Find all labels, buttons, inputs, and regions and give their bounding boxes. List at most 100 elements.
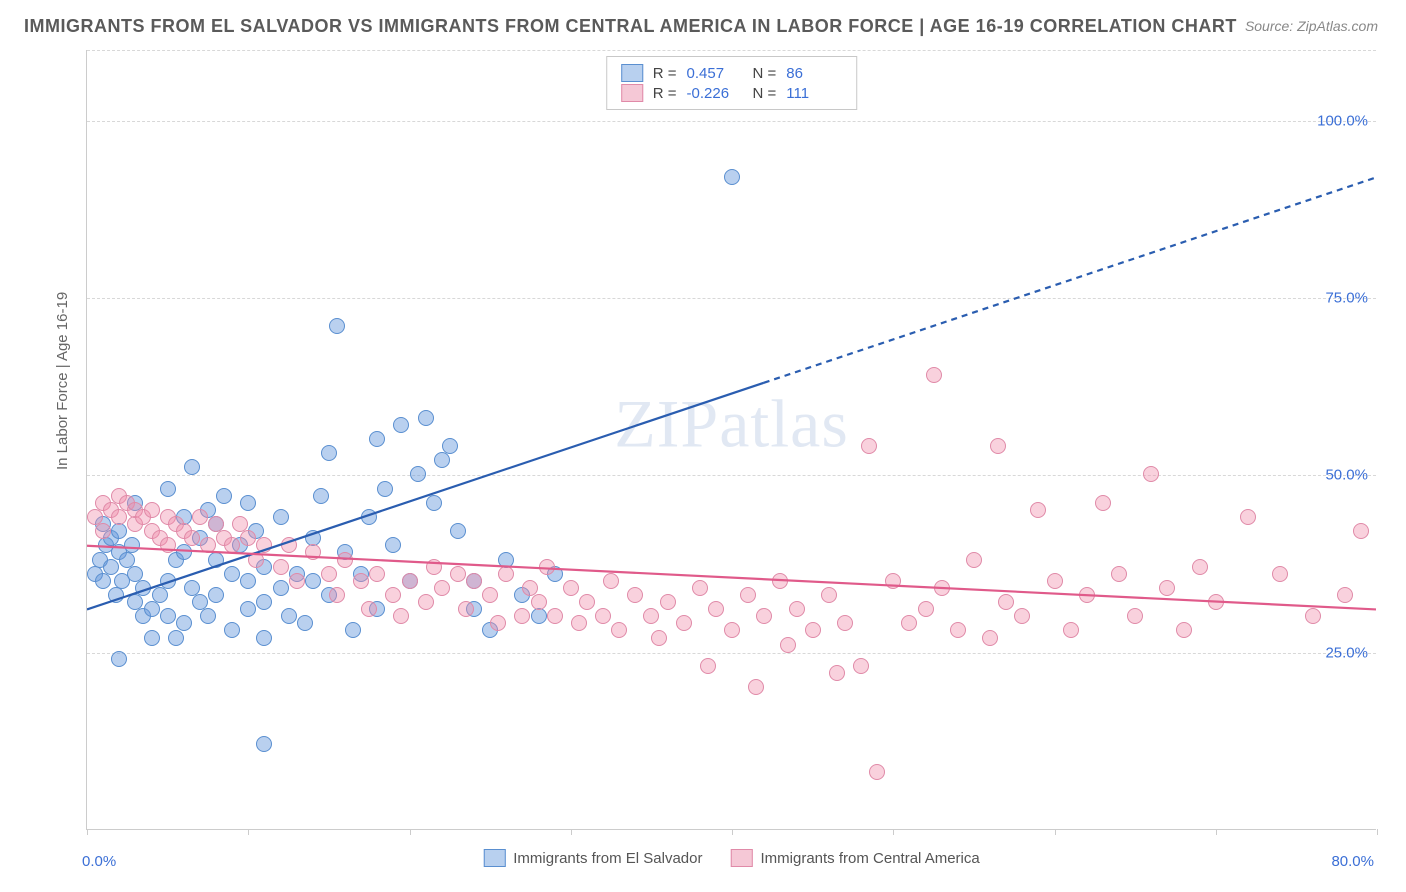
data-point [361, 601, 377, 617]
data-point [1159, 580, 1175, 596]
data-point [643, 608, 659, 624]
data-point [780, 637, 796, 653]
data-point [160, 537, 176, 553]
data-point [869, 764, 885, 780]
data-point [1047, 573, 1063, 589]
chart-container: In Labor Force | Age 16-19 ZIPatlas R = … [50, 50, 1380, 830]
legend-swatch-2 [621, 84, 643, 102]
data-point [1240, 509, 1256, 525]
data-point [103, 559, 119, 575]
data-point [426, 495, 442, 511]
data-point [498, 566, 514, 582]
x-tick [87, 829, 88, 835]
data-point [885, 573, 901, 589]
data-point [918, 601, 934, 617]
gridline [87, 50, 1376, 51]
data-point [450, 566, 466, 582]
data-point [385, 537, 401, 553]
data-point [531, 594, 547, 610]
data-point [547, 608, 563, 624]
legend-r-label: R = [653, 85, 677, 102]
data-point [861, 438, 877, 454]
data-point [208, 587, 224, 603]
gridline [87, 298, 1376, 299]
data-point [950, 622, 966, 638]
data-point [305, 544, 321, 560]
data-point [539, 559, 555, 575]
x-tick [732, 829, 733, 835]
legend-n-value-2: 111 [786, 85, 842, 102]
data-point [95, 573, 111, 589]
y-axis-label: In Labor Force | Age 16-19 [54, 292, 71, 470]
data-point [442, 438, 458, 454]
y-tick-label: 75.0% [1325, 290, 1368, 307]
data-point [200, 537, 216, 553]
data-point [853, 658, 869, 674]
data-point [393, 417, 409, 433]
data-point [224, 622, 240, 638]
data-point [289, 573, 305, 589]
x-tick [1055, 829, 1056, 835]
data-point [240, 495, 256, 511]
data-point [700, 658, 716, 674]
data-point [611, 622, 627, 638]
data-point [329, 587, 345, 603]
data-point [1014, 608, 1030, 624]
data-point [982, 630, 998, 646]
data-point [651, 630, 667, 646]
data-point [337, 552, 353, 568]
data-point [934, 580, 950, 596]
data-point [200, 608, 216, 624]
data-point [1192, 559, 1208, 575]
x-tick [571, 829, 572, 835]
data-point [124, 537, 140, 553]
data-point [708, 601, 724, 617]
data-point [297, 615, 313, 631]
data-point [240, 530, 256, 546]
data-point [1305, 608, 1321, 624]
data-point [563, 580, 579, 596]
data-point [490, 615, 506, 631]
correlation-legend: R = 0.457 N = 86 R = -0.226 N = 111 [606, 56, 858, 110]
data-point [108, 587, 124, 603]
data-point [1079, 587, 1095, 603]
data-point [1111, 566, 1127, 582]
data-point [676, 615, 692, 631]
legend-item-2: Immigrants from Central America [731, 849, 980, 867]
plot-area: ZIPatlas R = 0.457 N = 86 R = -0.226 N =… [86, 50, 1376, 830]
data-point [393, 608, 409, 624]
legend-r-value-2: -0.226 [687, 85, 743, 102]
data-point [111, 509, 127, 525]
data-point [821, 587, 837, 603]
data-point [966, 552, 982, 568]
data-point [377, 481, 393, 497]
data-point [410, 466, 426, 482]
gridline [87, 475, 1376, 476]
x-tick [248, 829, 249, 835]
data-point [660, 594, 676, 610]
data-point [273, 580, 289, 596]
data-point [160, 608, 176, 624]
legend-label-2: Immigrants from Central America [761, 850, 980, 867]
data-point [571, 615, 587, 631]
data-point [748, 679, 764, 695]
data-point [256, 537, 272, 553]
legend-n-label: N = [753, 65, 777, 82]
data-point [579, 594, 595, 610]
data-point [1337, 587, 1353, 603]
data-point [345, 622, 361, 638]
data-point [627, 587, 643, 603]
data-point [740, 587, 756, 603]
data-point [281, 608, 297, 624]
data-point [418, 410, 434, 426]
data-point [305, 573, 321, 589]
legend-swatch-1b [483, 849, 505, 867]
data-point [111, 523, 127, 539]
data-point [482, 587, 498, 603]
data-point [160, 481, 176, 497]
data-point [95, 523, 111, 539]
x-tick [893, 829, 894, 835]
data-point [772, 573, 788, 589]
data-point [990, 438, 1006, 454]
legend-swatch-1 [621, 64, 643, 82]
